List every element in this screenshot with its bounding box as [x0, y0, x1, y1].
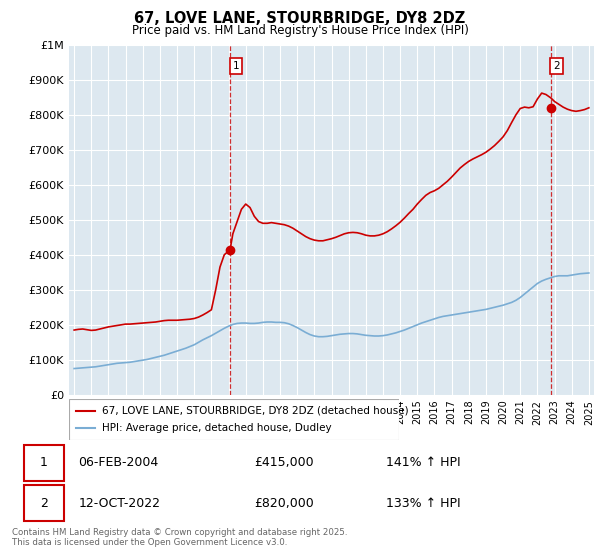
Text: 67, LOVE LANE, STOURBRIDGE, DY8 2DZ: 67, LOVE LANE, STOURBRIDGE, DY8 2DZ	[134, 11, 466, 26]
Text: 12-OCT-2022: 12-OCT-2022	[78, 497, 160, 510]
Text: HPI: Average price, detached house, Dudley: HPI: Average price, detached house, Dudl…	[102, 423, 332, 433]
Text: 1: 1	[233, 61, 239, 71]
Text: Price paid vs. HM Land Registry's House Price Index (HPI): Price paid vs. HM Land Registry's House …	[131, 24, 469, 36]
Text: 133% ↑ HPI: 133% ↑ HPI	[386, 497, 461, 510]
FancyBboxPatch shape	[23, 445, 64, 480]
Text: Contains HM Land Registry data © Crown copyright and database right 2025.
This d: Contains HM Land Registry data © Crown c…	[12, 528, 347, 547]
Text: 06-FEB-2004: 06-FEB-2004	[78, 456, 158, 469]
Text: £415,000: £415,000	[254, 456, 314, 469]
FancyBboxPatch shape	[69, 399, 399, 440]
FancyBboxPatch shape	[23, 486, 64, 521]
Text: £820,000: £820,000	[254, 497, 314, 510]
Text: 67, LOVE LANE, STOURBRIDGE, DY8 2DZ (detached house): 67, LOVE LANE, STOURBRIDGE, DY8 2DZ (det…	[102, 405, 409, 416]
Text: 2: 2	[554, 61, 560, 71]
Text: 141% ↑ HPI: 141% ↑ HPI	[386, 456, 461, 469]
Text: 1: 1	[40, 456, 47, 469]
Text: 2: 2	[40, 497, 47, 510]
